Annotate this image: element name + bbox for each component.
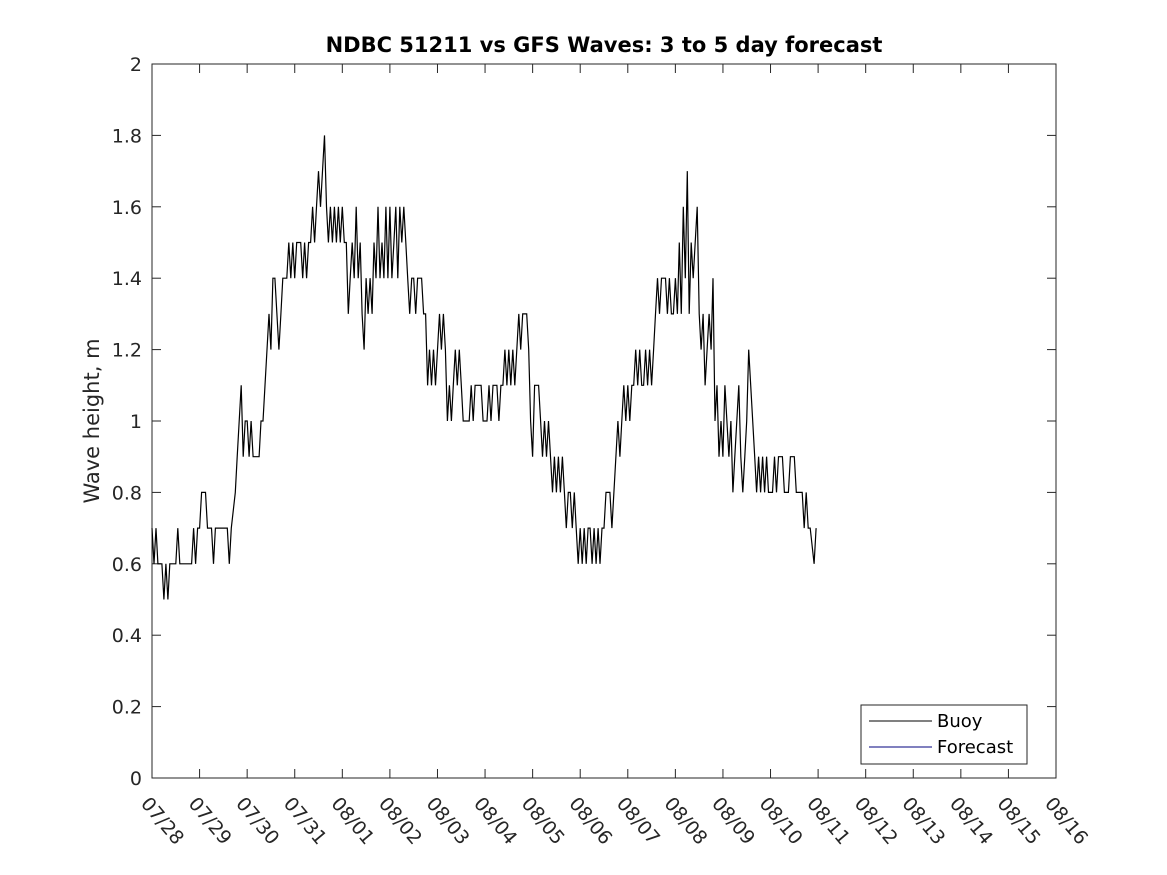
- legend-label-forecast: Forecast: [937, 737, 1013, 758]
- y-tick-label: 0.4: [112, 625, 142, 647]
- legend-box: [860, 704, 1028, 765]
- legend-label-buoy: Buoy: [937, 711, 983, 732]
- y-tick-label: 0: [130, 768, 142, 790]
- chart-title: NDBC 51211 vs GFS Waves: 3 to 5 day fore…: [326, 33, 883, 57]
- y-axis-label: Wave height, m: [80, 338, 104, 503]
- y-tick-label: 1.6: [112, 197, 142, 219]
- y-tick-label: 1.4: [112, 268, 142, 290]
- y-tick-label: 1.2: [112, 340, 142, 362]
- plot-area: [151, 63, 1057, 779]
- y-tick-label: 0.8: [112, 482, 142, 504]
- legend: Buoy Forecast: [860, 704, 1028, 765]
- y-tick-label: 1: [130, 411, 142, 433]
- y-tick-label: 2: [130, 54, 142, 76]
- series-line-buoy: [151, 135, 817, 600]
- y-tick-label: 1.8: [112, 125, 142, 147]
- y-tick-label: 0.6: [112, 554, 142, 576]
- y-tick-label: 0.2: [112, 697, 142, 719]
- series-layer: [151, 135, 817, 600]
- y-axis-ticks: 0 0.2 0.4 0.6 0.8 1 1.2 1.4 1.6 1.8 2: [112, 54, 1056, 790]
